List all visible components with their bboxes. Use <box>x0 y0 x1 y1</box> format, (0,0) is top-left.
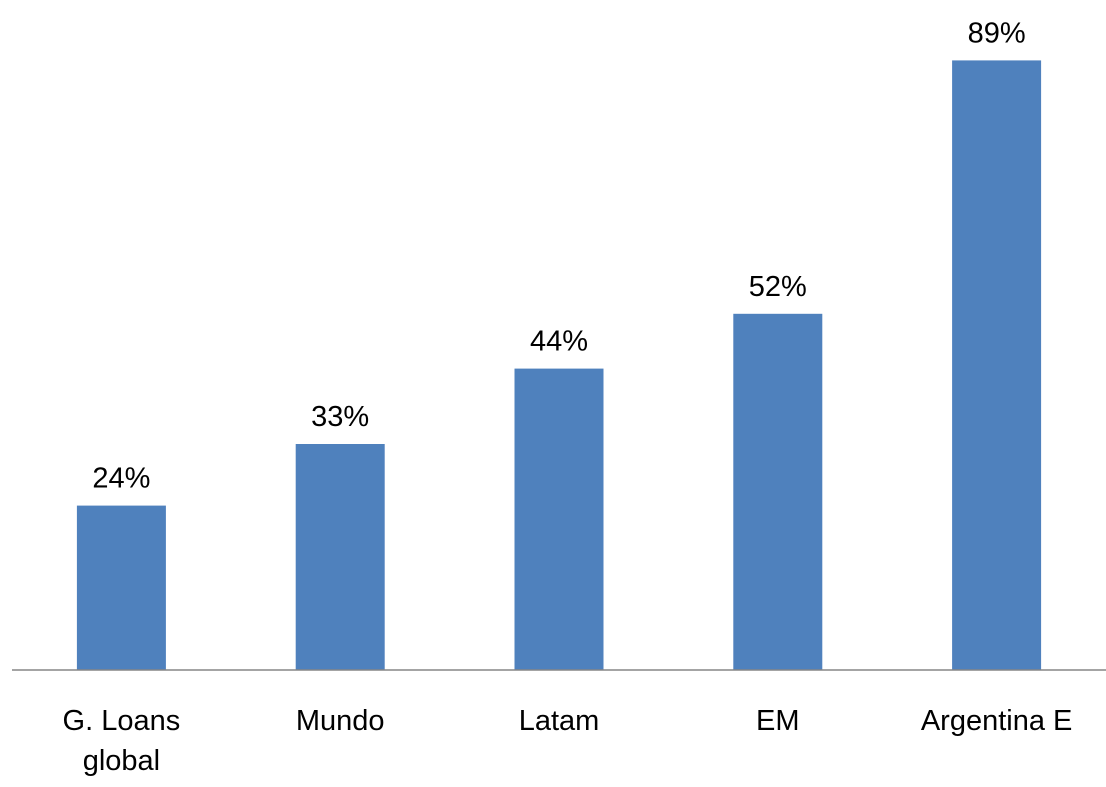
bar-value-label: 52% <box>749 271 807 303</box>
bar <box>952 60 1042 670</box>
category-label-line: Mundo <box>296 705 385 737</box>
category-label-line: G. Loans <box>63 705 181 737</box>
category-label-line: global <box>83 745 160 777</box>
category-label-line: EM <box>756 705 800 737</box>
category-label: G. Loans global <box>63 705 181 777</box>
bar-value-label: 24% <box>92 463 150 495</box>
category-labels-layer: G. Loans global Mundo Latam EM Argentina E <box>63 705 1073 777</box>
category-label: Argentina E <box>921 705 1073 737</box>
value-labels-layer: 24% 33% 44% 52% 89% <box>92 17 1025 494</box>
bar-value-label: 44% <box>530 326 588 358</box>
category-label-line: Argentina E <box>921 705 1073 737</box>
bar <box>733 313 823 670</box>
category-label: EM <box>756 705 800 737</box>
category-label: Latam <box>519 705 600 737</box>
bar-value-label: 33% <box>311 401 369 433</box>
category-label: Mundo <box>296 705 385 737</box>
category-label-line: Latam <box>519 705 600 737</box>
bar-value-label: 89% <box>968 17 1026 49</box>
bars-layer <box>76 60 1042 670</box>
bar <box>514 368 604 670</box>
bar <box>295 444 385 670</box>
bar <box>76 505 166 670</box>
